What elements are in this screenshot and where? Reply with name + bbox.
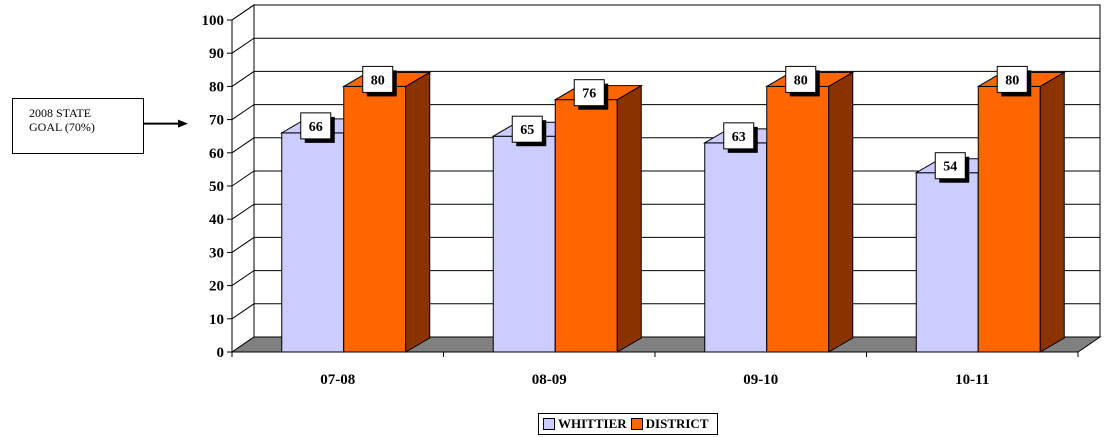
x-tick-label: 10-11 <box>955 372 989 388</box>
data-label: 80 <box>1005 73 1019 88</box>
data-label-box <box>785 65 817 93</box>
data-label-box <box>573 79 605 107</box>
y-tick-label: 90 <box>209 46 224 62</box>
x-tick-label: 08-09 <box>532 372 567 388</box>
data-label-box <box>996 65 1028 93</box>
data-label-box <box>723 122 755 150</box>
data-label: 80 <box>794 73 808 88</box>
legend-label-whittier: WHITTIER <box>558 416 627 431</box>
data-label-box <box>934 152 966 180</box>
y-tick-label: 10 <box>209 312 224 328</box>
bar-whittier-10-11 <box>915 172 979 353</box>
y-tick-label: 0 <box>217 345 225 361</box>
data-label: 63 <box>732 130 746 145</box>
bar-district-07-08 <box>343 85 407 353</box>
x-tick-label: 07-08 <box>320 372 355 388</box>
bar-side-district-10-11 <box>1039 71 1065 353</box>
data-label-box <box>362 65 394 93</box>
goal-arrow-head <box>178 119 188 128</box>
bars <box>279 71 1067 353</box>
legend-swatch-whittier <box>543 418 555 430</box>
legend-swatch-district <box>630 418 643 430</box>
y-tick-label: 60 <box>209 146 224 162</box>
data-label: 54 <box>943 160 957 175</box>
bar-side-district-07-08 <box>405 71 431 353</box>
y-tick-label: 80 <box>209 79 224 95</box>
state-goal-line2: GOAL (70%) <box>29 120 95 134</box>
data-label-box <box>511 115 543 143</box>
data-label: 65 <box>520 123 534 138</box>
y-tick-label: 40 <box>209 212 224 228</box>
data-label: 80 <box>371 73 385 88</box>
x-tick-label: 09-10 <box>743 372 778 388</box>
bar-district-08-09 <box>554 99 618 353</box>
legend: WHITTIER DISTRICT <box>538 413 718 435</box>
y-tick-label: 30 <box>209 245 224 261</box>
bar-whittier-07-08 <box>281 132 345 353</box>
y-tick-label: 20 <box>209 279 224 295</box>
bar-district-10-11 <box>977 85 1041 353</box>
bar-whittier-08-09 <box>492 135 556 353</box>
data-label-box <box>300 112 332 140</box>
gridline <box>231 4 1100 21</box>
state-goal-line1: 2008 STATE <box>29 106 92 120</box>
y-tick-label: 100 <box>202 13 225 29</box>
gridline <box>231 37 1100 54</box>
data-labels: 66 80 65 76 63 80 54 80 <box>300 65 1032 183</box>
y-tick-label: 70 <box>209 113 224 129</box>
y-tick-label: 50 <box>209 179 224 195</box>
axes: 0 10 20 30 40 50 60 70 80 90 100 07-08 08-09 09-10 10-… <box>144 13 1079 388</box>
data-label: 76 <box>582 87 596 102</box>
bar-side-district-08-09 <box>616 84 642 353</box>
legend-item-whittier: WHITTIER <box>543 416 627 432</box>
bar-whittier-09-10 <box>704 142 768 353</box>
data-label: 66 <box>309 120 323 135</box>
state-goal-note: 2008 STATE GOAL (70%) <box>12 98 144 154</box>
bar-side-district-09-10 <box>828 71 854 353</box>
legend-label-district: DISTRICT <box>645 416 709 431</box>
legend-item-district: DISTRICT <box>630 416 709 432</box>
bar-district-09-10 <box>766 85 830 353</box>
